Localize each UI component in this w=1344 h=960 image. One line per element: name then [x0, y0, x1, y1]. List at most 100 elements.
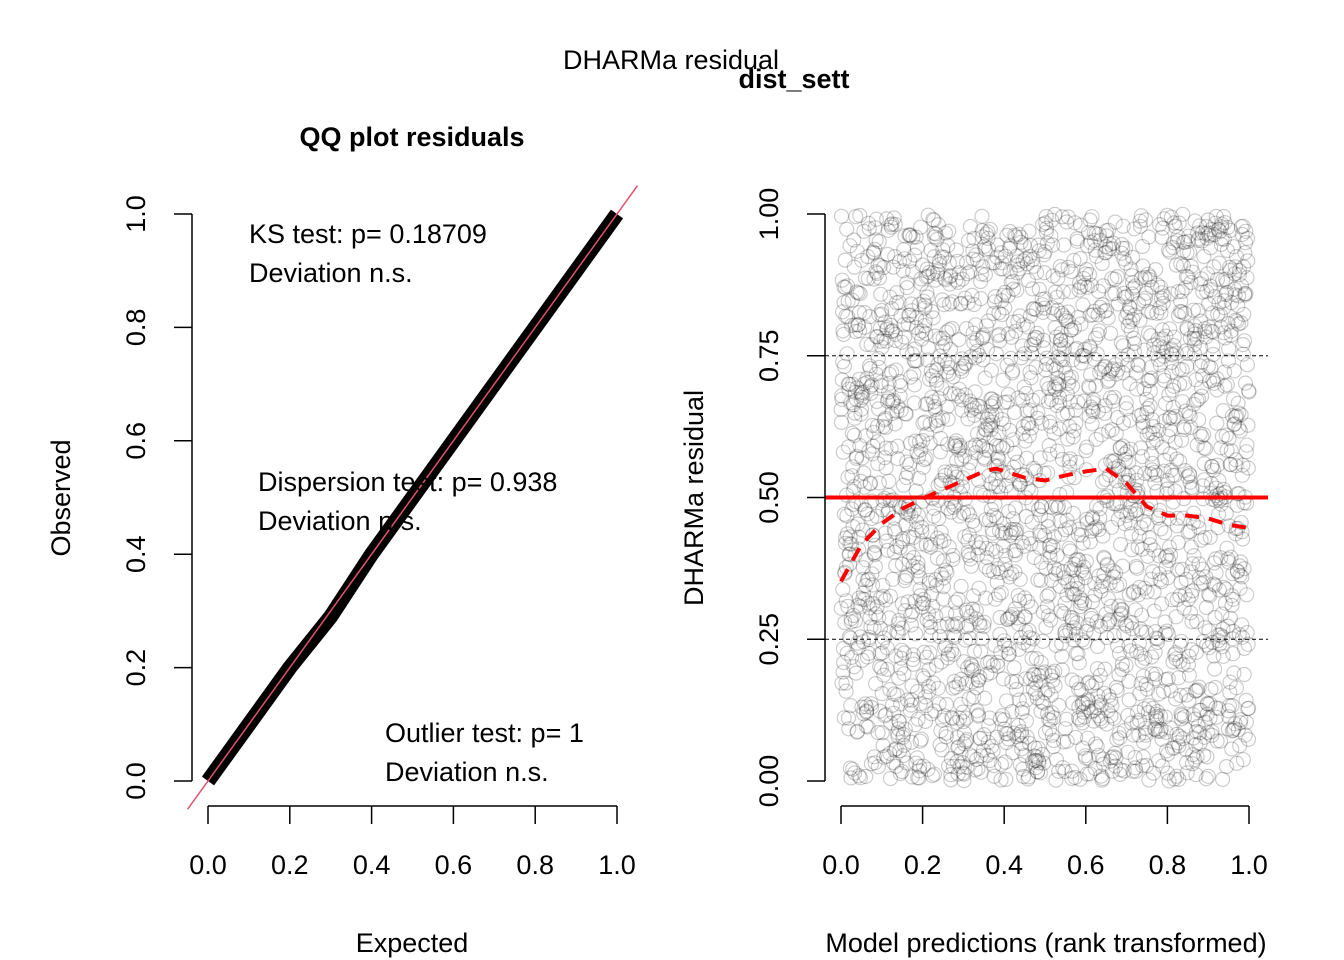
residual-point: [876, 667, 892, 683]
residual-point: [879, 320, 895, 336]
residual-point: [848, 284, 865, 300]
residual-point: [863, 696, 879, 712]
residual-point: [882, 289, 898, 305]
residual-point: [950, 740, 966, 756]
residual-point: [1225, 722, 1242, 738]
residual-point: [852, 770, 869, 786]
residual-point: [1190, 231, 1206, 247]
residual-point: [1001, 569, 1017, 585]
residual-point: [1102, 390, 1119, 406]
residual-point: [977, 421, 993, 437]
residual-point: [963, 608, 979, 624]
residual-point: [957, 387, 974, 403]
residual-point: [955, 654, 972, 670]
residual-point: [1144, 462, 1160, 478]
residual-point: [999, 438, 1015, 454]
residual-point: [1149, 305, 1165, 321]
residual-point: [1076, 695, 1092, 711]
residual-y-tick-label: 0.25: [754, 613, 784, 666]
residual-point: [921, 661, 937, 678]
residual-point: [878, 748, 895, 764]
residual-point: [941, 223, 957, 239]
residual-point: [841, 721, 857, 737]
residual-point: [866, 749, 882, 765]
residual-point: [883, 440, 899, 457]
residual-point: [1124, 249, 1141, 265]
residual-point: [1083, 277, 1100, 293]
residual-point: [1161, 387, 1177, 403]
residual-point: [1135, 414, 1151, 430]
residual-point: [1155, 220, 1171, 236]
residual-point: [1107, 214, 1123, 230]
residual-point: [927, 572, 944, 588]
residual-point: [1128, 644, 1145, 660]
residual-point: [938, 562, 954, 578]
residual-point: [887, 249, 903, 265]
residual-point: [882, 681, 898, 698]
residual-point: [1068, 415, 1084, 431]
residual-point: [1099, 556, 1115, 572]
residual-point: [1169, 233, 1186, 249]
residual-point: [1091, 521, 1107, 538]
residual-point: [894, 620, 910, 636]
residual-point: [896, 329, 913, 345]
residual-point: [1095, 770, 1111, 787]
residual-point: [1211, 255, 1227, 271]
residual-point: [1191, 679, 1207, 695]
residual-point: [936, 640, 953, 656]
residual-point: [1192, 358, 1208, 374]
residual-point: [1019, 256, 1035, 272]
residual-point: [1030, 405, 1046, 421]
residual-point: [991, 425, 1007, 441]
residual-point: [895, 477, 912, 493]
residual-point: [917, 713, 934, 730]
residual-point: [911, 763, 928, 779]
residual-point: [1078, 443, 1094, 459]
residual-point: [904, 303, 920, 319]
residual-point: [927, 703, 943, 719]
residual-point: [1090, 688, 1106, 704]
residual-point: [1182, 330, 1199, 346]
residual-point: [1236, 666, 1252, 683]
residual-point: [1133, 440, 1149, 456]
residual-point: [870, 401, 887, 417]
residual-point: [1099, 493, 1115, 509]
residual-y-tick-label: 0.00: [754, 755, 784, 808]
residual-point: [1155, 368, 1172, 384]
residual-point: [1073, 355, 1089, 371]
residual-point: [866, 544, 883, 560]
residual-point: [1065, 505, 1081, 522]
residual-point: [1192, 735, 1208, 752]
residual-point: [1121, 454, 1137, 470]
residual-point: [1004, 674, 1020, 690]
residual-point: [1100, 374, 1116, 390]
residual-point: [940, 650, 956, 666]
residual-point: [920, 605, 937, 621]
residual-point: [1032, 673, 1049, 690]
residual-point: [1152, 502, 1168, 518]
residual-point: [1155, 331, 1171, 347]
residual-point: [983, 476, 999, 492]
residual-point: [1076, 709, 1092, 725]
residual-point: [970, 707, 987, 723]
residual-point: [1224, 408, 1241, 424]
residual-point: [992, 626, 1008, 643]
residual-point: [997, 284, 1013, 300]
residual-point: [952, 758, 968, 774]
residual-point: [1001, 646, 1017, 662]
residual-point: [921, 371, 938, 387]
residual-point: [1222, 674, 1238, 690]
residual-point: [919, 285, 935, 301]
residual-point: [1227, 409, 1244, 425]
residual-point: [1105, 748, 1121, 765]
residual-point: [1008, 673, 1024, 690]
residual-point: [1014, 735, 1030, 752]
residual-point: [1018, 385, 1034, 401]
residual-point: [1173, 633, 1189, 649]
residual-point: [1167, 218, 1183, 234]
residual-point: [1207, 215, 1223, 231]
residual-point: [993, 293, 1010, 309]
residual-point: [1226, 416, 1243, 432]
residual-point: [987, 591, 1003, 607]
residual-point: [1164, 740, 1181, 756]
